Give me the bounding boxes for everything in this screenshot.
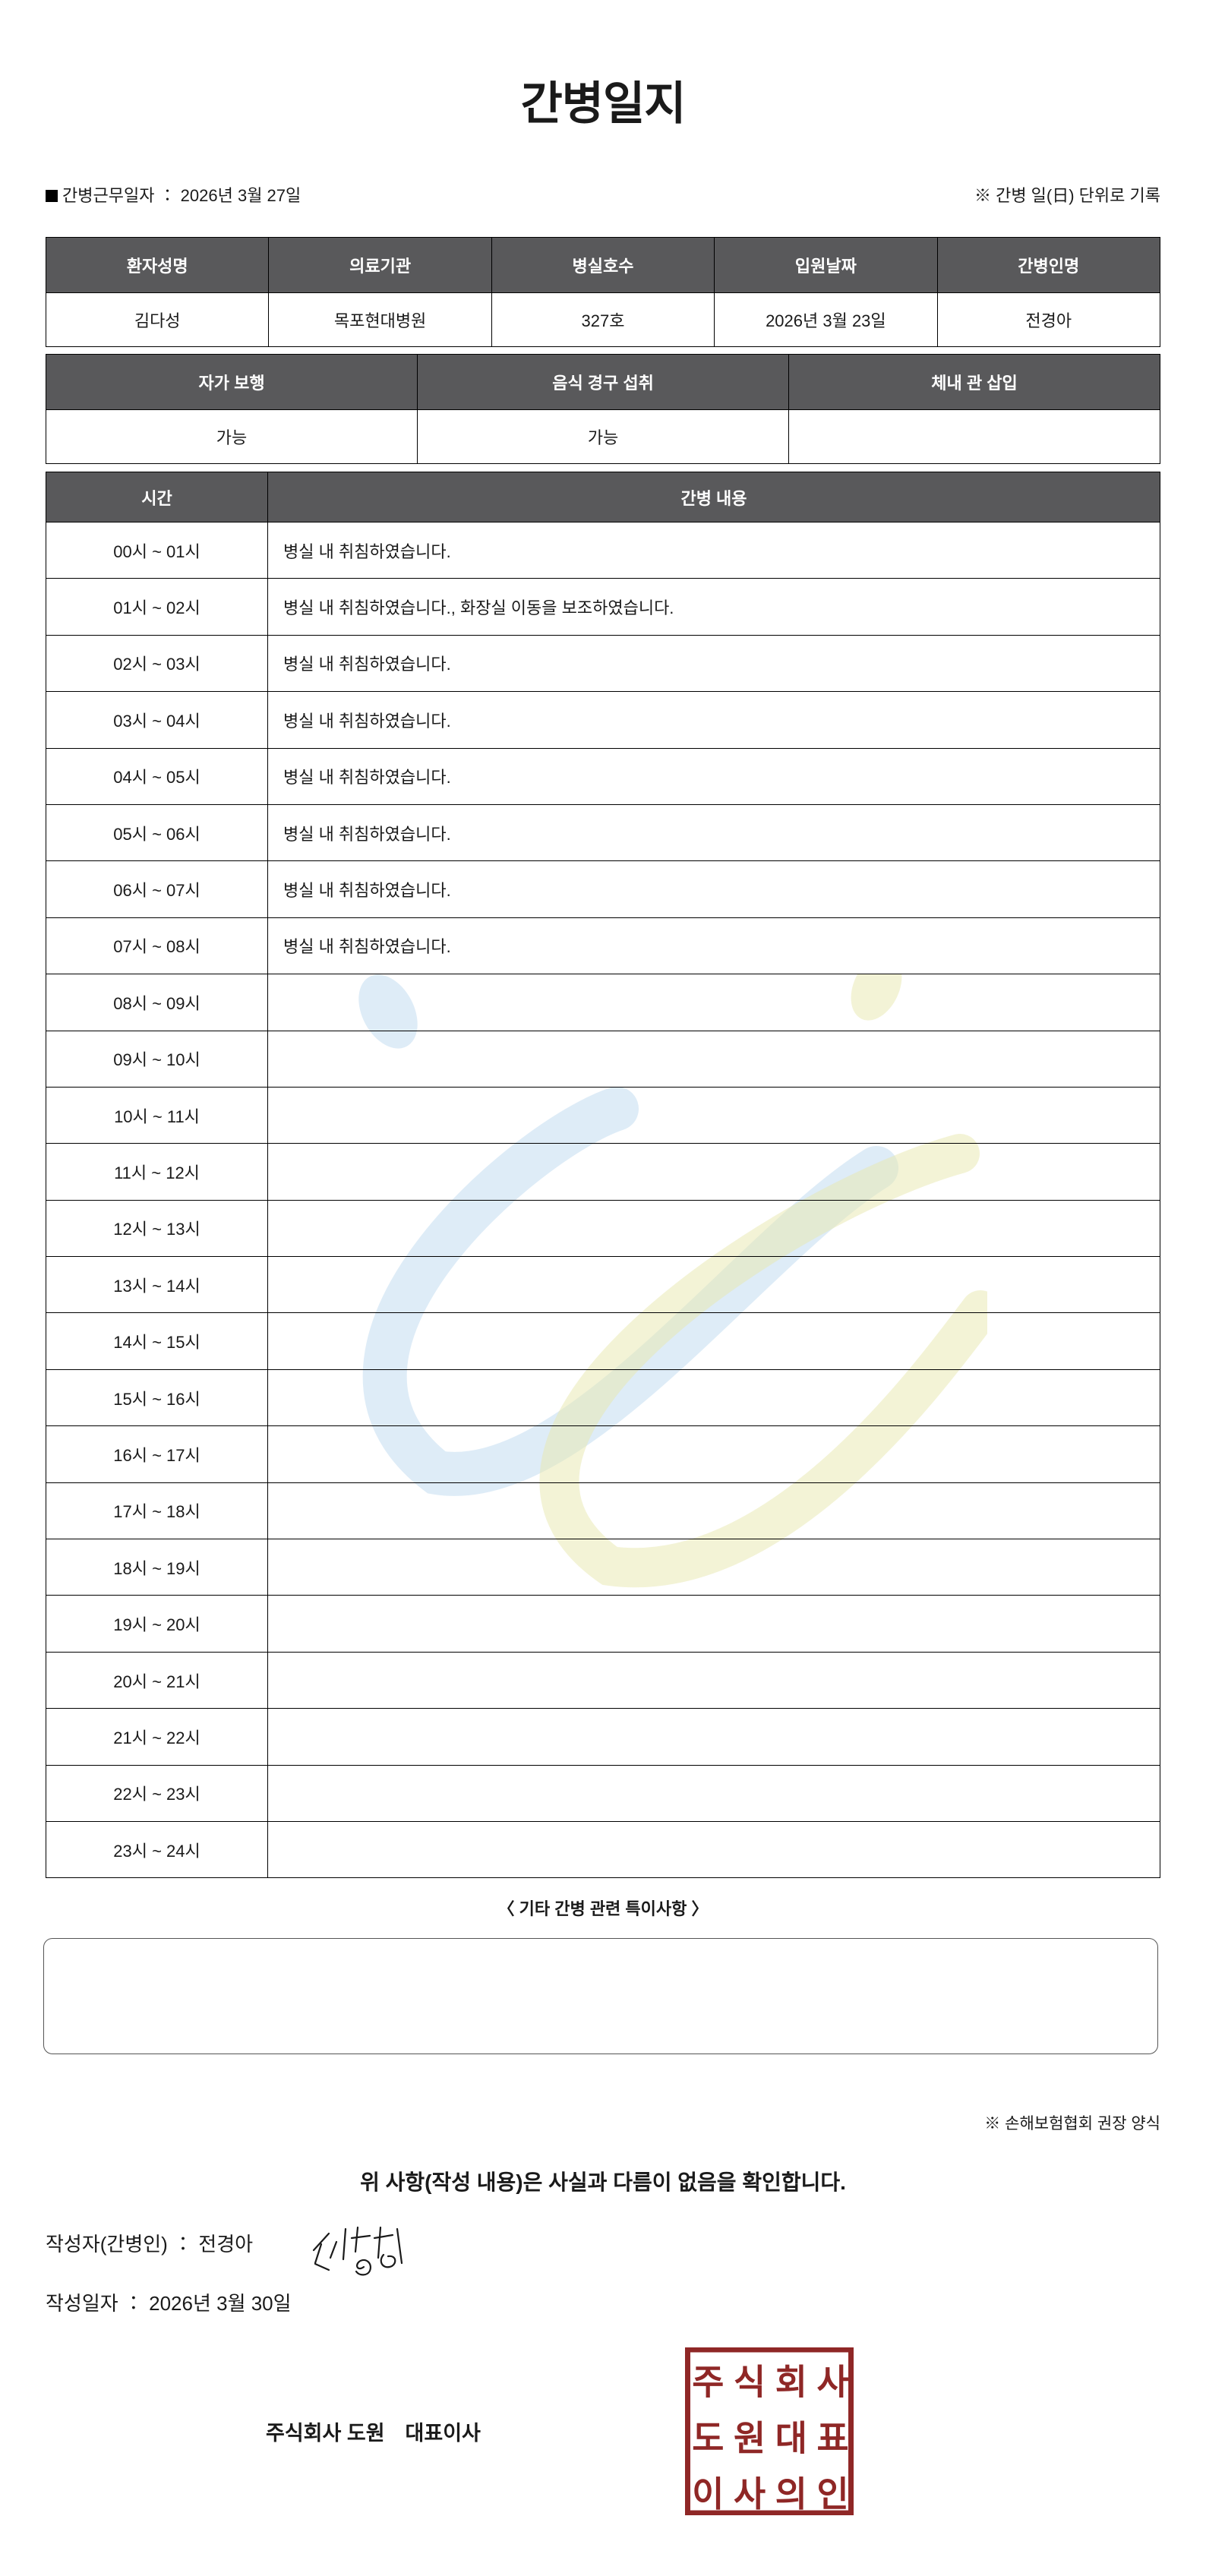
svg-text:이: 이 bbox=[692, 2475, 724, 2514]
svg-text:원: 원 bbox=[734, 2419, 766, 2458]
svg-text:식: 식 bbox=[734, 2363, 766, 2402]
svg-text:사: 사 bbox=[734, 2475, 766, 2514]
svg-text:표: 표 bbox=[817, 2419, 849, 2458]
svg-text:회: 회 bbox=[775, 2363, 807, 2402]
svg-text:의: 의 bbox=[775, 2475, 807, 2514]
svg-text:주: 주 bbox=[692, 2363, 724, 2402]
svg-text:인: 인 bbox=[817, 2475, 849, 2514]
svg-text:사: 사 bbox=[817, 2363, 849, 2402]
svg-text:도: 도 bbox=[692, 2419, 724, 2458]
svg-text:대: 대 bbox=[775, 2419, 807, 2458]
